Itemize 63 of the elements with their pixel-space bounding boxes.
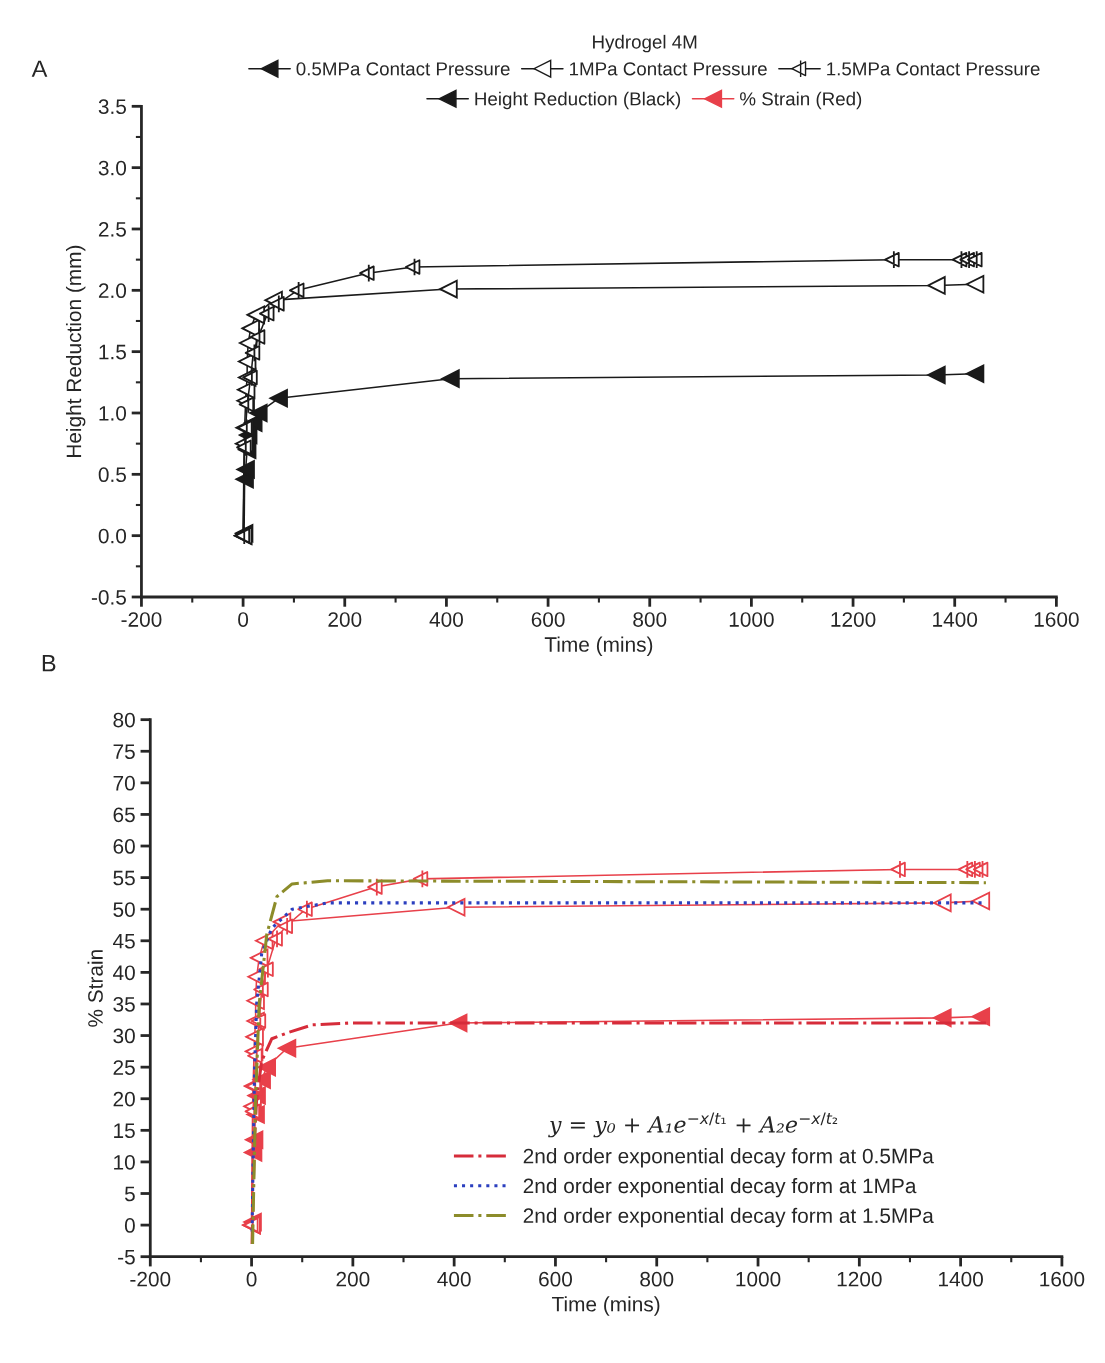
legend-label: 2nd order exponential decay form at 1MPa [523, 1177, 917, 1198]
y-tick-label: 30 [113, 1028, 135, 1044]
y-tick-label: 55 [113, 870, 135, 886]
x-tick-label: 800 [633, 612, 667, 627]
x-tick-label: 400 [429, 612, 463, 627]
x-tick-label: -200 [130, 1271, 171, 1287]
annotation: % Strain (Red) [740, 91, 862, 110]
y-tick-label: 0.0 [98, 528, 127, 544]
x-tick-label: 200 [336, 1271, 370, 1287]
x-tick-label: 1600 [1040, 1271, 1085, 1287]
y-tick-label: 0.5 [98, 467, 126, 483]
y-axis-title: % Strain [87, 950, 103, 1027]
legend-label: 0.5MPa Contact Pressure [296, 62, 510, 76]
x-tick-label: 1200 [831, 612, 876, 627]
x-tick-label: 1000 [729, 612, 774, 627]
x-tick-label: 0 [238, 612, 249, 627]
y-tick-label: 15 [114, 1123, 135, 1139]
legend-title: Hydrogel 4M [593, 34, 697, 53]
y-tick-label: 10 [114, 1154, 135, 1170]
y-tick-label: -0.5 [91, 590, 126, 605]
x-axis-title: Time (mins) [551, 1296, 660, 1316]
text: A [31, 60, 48, 77]
y-tick-label: 35 [113, 996, 135, 1012]
x-tick-label: 1600 [1034, 612, 1079, 627]
x-tick-label: 0 [246, 1271, 257, 1287]
y-tick-label: 25 [113, 1060, 135, 1075]
y-tick-label: 70 [113, 775, 135, 791]
text: B [42, 655, 56, 672]
y-tick-label: 50 [113, 902, 135, 917]
y-tick-label: 2.0 [98, 283, 127, 299]
x-tick-label: 1400 [933, 612, 978, 627]
y-tick-label: 1.0 [99, 405, 127, 421]
y-tick-label: -5 [118, 1249, 135, 1265]
y-tick-label: 45 [113, 934, 135, 949]
y-tick-label: 65 [113, 807, 135, 823]
x-tick-label: 200 [328, 612, 362, 627]
x-tick-label: 1400 [939, 1271, 983, 1287]
x-tick-label: 800 [640, 1271, 674, 1287]
y-tick-label: 80 [113, 712, 135, 728]
y-tick-label: 75 [113, 744, 135, 760]
y-tick-label: 3.0 [98, 160, 127, 176]
x-tick-label: -200 [121, 612, 162, 627]
x-tick-label: 1200 [837, 1271, 882, 1287]
legend-label: 2nd order exponential decay form at 0.5MPa [523, 1148, 934, 1168]
annotation: Height Reduction (Black) [475, 91, 681, 110]
y-tick-label: 40 [113, 965, 135, 981]
y-tick-label: 20 [113, 1091, 135, 1107]
x-tick-label: 400 [437, 1271, 471, 1287]
y-tick-label: 0 [124, 1218, 135, 1233]
legend-label: 1.5MPa Contact Pressure [827, 62, 1040, 76]
y-tick-label: 1.5 [99, 344, 126, 360]
x-tick-label: 1000 [736, 1271, 781, 1287]
x-axis-title: Time (mins) [544, 636, 653, 656]
y-tick-label: 60 [113, 839, 135, 854]
legend-label: 1MPa Contact Pressure [570, 62, 767, 76]
x-tick-label: 600 [531, 612, 565, 627]
y-tick-label: 3.5 [98, 99, 126, 115]
legend-title: y = y₀ + A₁e$^{−x/t₁}$ + A₂e$^{−x/t₂}$ [548, 1112, 838, 1138]
y-axis-title: Height Reduction (mm) [65, 245, 86, 458]
x-tick-label: 600 [539, 1271, 573, 1287]
y-tick-label: 5 [124, 1186, 135, 1202]
y-tick-label: 2.5 [98, 221, 126, 237]
legend-label: 2nd order exponential decay form at 1.5MPa [523, 1207, 934, 1228]
